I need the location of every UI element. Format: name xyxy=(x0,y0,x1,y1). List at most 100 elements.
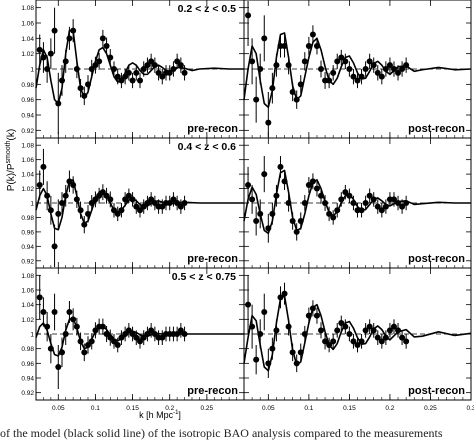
data-point xyxy=(47,345,54,352)
data-point xyxy=(140,203,147,210)
y-tick-label: 0.96 xyxy=(21,229,34,236)
data-point xyxy=(92,327,99,334)
data-point xyxy=(358,338,365,345)
data-point xyxy=(99,35,106,42)
data-point xyxy=(273,327,280,334)
data-point xyxy=(395,69,402,76)
data-point xyxy=(133,334,140,341)
y-tick-label: 1.06 xyxy=(21,157,34,164)
data-point xyxy=(92,196,99,203)
data-point xyxy=(382,334,389,341)
data-point xyxy=(334,207,341,214)
data-point xyxy=(265,225,272,232)
data-point xyxy=(59,200,65,206)
recon-label: post-recon xyxy=(408,123,465,135)
data-point xyxy=(96,192,103,199)
data-point xyxy=(122,331,129,337)
data-point xyxy=(370,62,377,69)
x-tick-label: 0.25 xyxy=(201,405,214,412)
data-point xyxy=(350,338,357,345)
y-tick-label: 1.06 xyxy=(21,21,34,28)
y-tick-label: 0.92 xyxy=(21,258,34,265)
data-point xyxy=(40,163,47,170)
model-curve xyxy=(35,29,244,105)
y-tick-label: 0.94 xyxy=(21,113,34,120)
data-point xyxy=(118,207,125,214)
data-point xyxy=(346,66,353,72)
data-point xyxy=(281,290,288,297)
data-point xyxy=(51,309,58,315)
data-point xyxy=(330,69,337,76)
data-point xyxy=(140,66,147,72)
model-curve xyxy=(243,295,472,372)
data-point xyxy=(47,207,54,214)
data-point xyxy=(103,43,110,49)
x-tick-label: 0.1 xyxy=(304,405,313,412)
data-point xyxy=(85,81,91,88)
data-point xyxy=(81,92,88,99)
data-point xyxy=(159,203,166,210)
data-point xyxy=(265,119,272,126)
data-point xyxy=(129,77,136,84)
data-point xyxy=(129,331,136,337)
data-point xyxy=(301,58,308,65)
data-point xyxy=(40,309,47,315)
data-point xyxy=(334,327,341,334)
data-point xyxy=(293,228,300,235)
data-point xyxy=(277,163,284,170)
y-tick-label: 1.08 xyxy=(21,5,34,12)
x-tick-label: 0.05 xyxy=(262,405,275,412)
data-point xyxy=(269,210,276,217)
panel-3: post-recon xyxy=(243,137,472,269)
data-point xyxy=(378,207,385,214)
data-point xyxy=(293,360,300,367)
recon-label: pre-recon xyxy=(187,123,238,135)
data-point xyxy=(181,200,188,206)
panel-5: 0.05 0.1 0.15 0.2 0.25 0.3 post-recon xyxy=(243,267,474,412)
data-point xyxy=(107,196,114,203)
data-point xyxy=(151,331,158,337)
data-point xyxy=(170,66,177,72)
data-point xyxy=(399,334,406,341)
y-tick-label: 1.02 xyxy=(21,317,34,324)
data-point xyxy=(59,349,65,356)
data-point xyxy=(174,200,181,206)
data-point xyxy=(403,62,410,69)
model-curve xyxy=(243,32,472,109)
data-point xyxy=(399,203,406,210)
x-axis-label: k [h Mpc-1] xyxy=(139,410,181,420)
y-tick-label: 1.04 xyxy=(21,36,34,43)
data-point xyxy=(370,196,377,203)
data-point xyxy=(129,196,136,203)
data-point xyxy=(261,35,268,42)
data-point xyxy=(44,66,51,72)
redshift-label: 0.5 < z < 0.75 xyxy=(172,271,236,283)
data-point xyxy=(148,58,155,65)
data-point xyxy=(313,312,320,319)
data-point xyxy=(309,178,316,185)
y-tick-label: 0.96 xyxy=(21,97,34,104)
data-point xyxy=(77,85,84,92)
data-point xyxy=(285,323,292,330)
y-tick-label: 1.08 xyxy=(21,273,34,280)
data-point xyxy=(181,331,188,337)
y-tick-label: 1.02 xyxy=(21,51,34,58)
recon-label: pre-recon xyxy=(187,253,238,265)
data-point xyxy=(354,342,361,348)
data-point xyxy=(249,323,256,330)
data-point xyxy=(103,192,110,199)
data-point xyxy=(92,62,99,69)
data-point xyxy=(269,85,276,92)
x-tick-label: 0.15 xyxy=(343,405,356,412)
data-point xyxy=(342,189,349,196)
data-point xyxy=(148,327,155,334)
panel-2: 0.92 0.94 0.96 0.98 1 1.02 1.04 1.06 1.08 0.4 < z… xyxy=(21,137,245,269)
x-tick-label: 0.2 xyxy=(385,405,394,412)
data-point xyxy=(85,342,91,348)
data-point xyxy=(118,334,125,341)
data-point xyxy=(318,66,325,72)
panel-1: post-recon xyxy=(243,0,472,139)
data-point xyxy=(370,327,377,334)
data-point xyxy=(174,331,181,337)
data-point xyxy=(159,73,166,80)
